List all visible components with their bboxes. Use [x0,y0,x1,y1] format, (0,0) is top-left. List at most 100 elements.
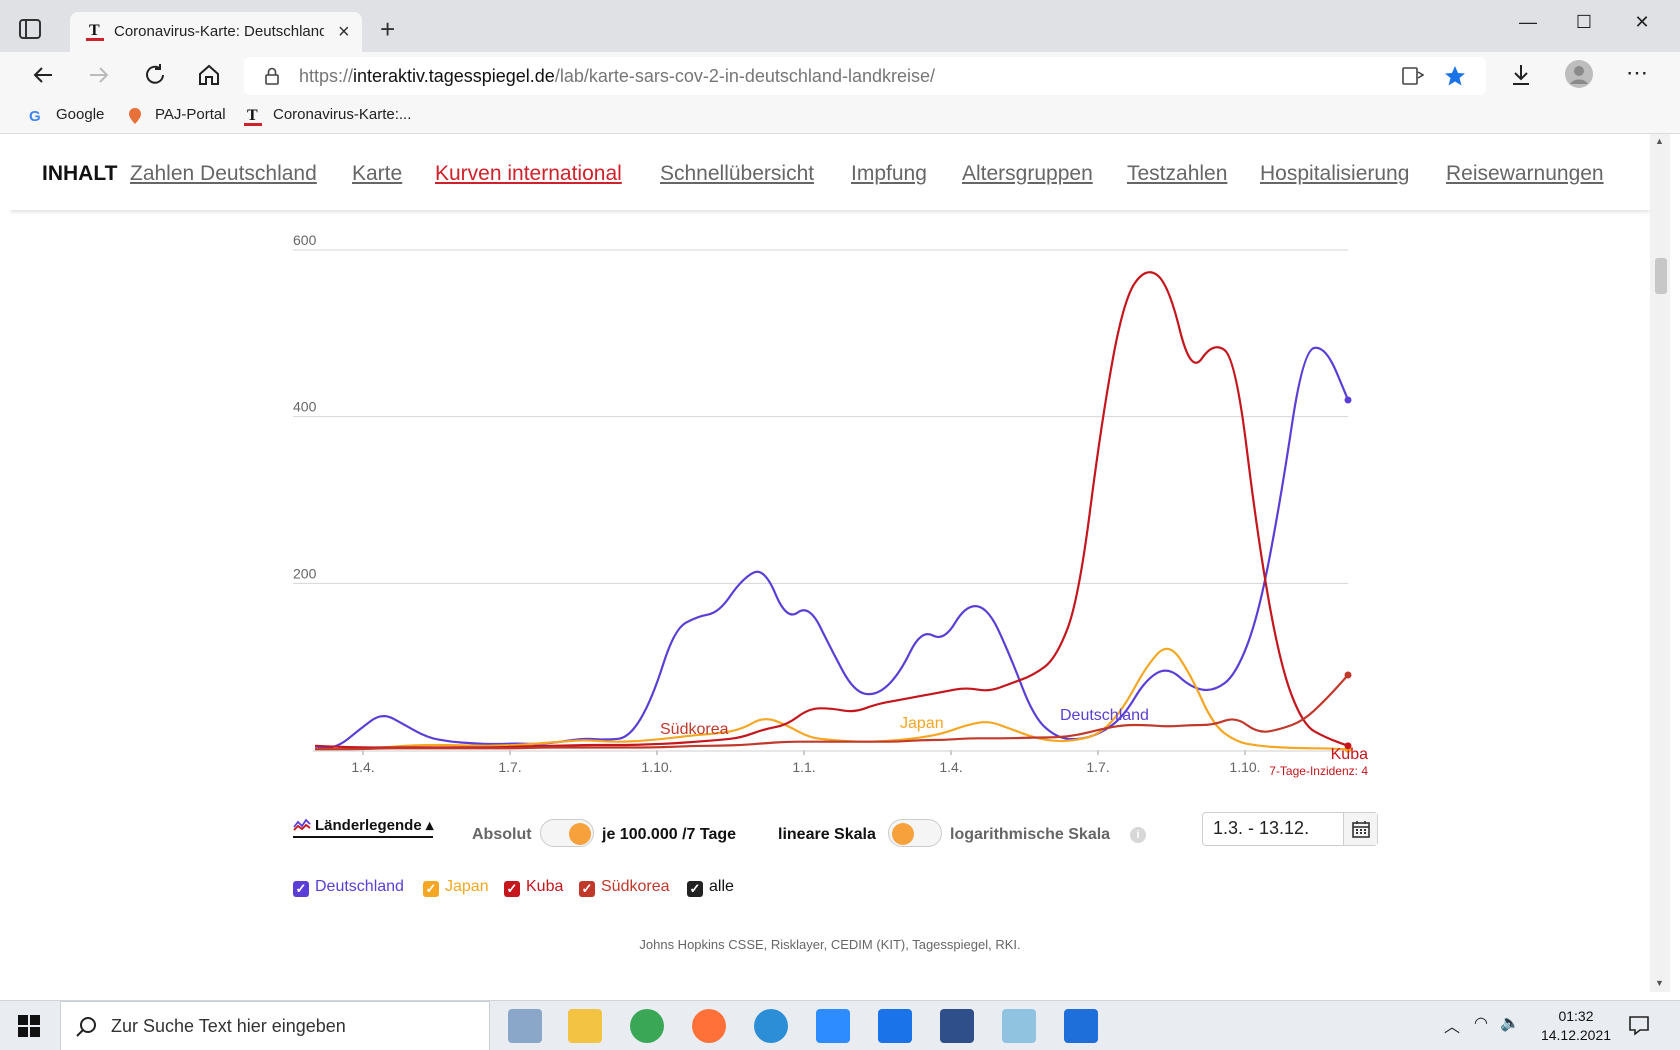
legend-lines-icon [293,818,311,831]
date-range-input[interactable]: 1.3. - 13.12. [1202,812,1378,846]
nav-link-zahlen-deutschland[interactable]: Zahlen Deutschland [130,162,317,185]
paj-portal-icon [129,108,141,124]
series-inline-label: Kuba [1331,746,1368,763]
source-note: Johns Hopkins CSSE, Risklayer, CEDIM (KI… [639,937,1021,952]
bookmarks-bar: G Google PAJ-Portal T Coronavirus-Karte:… [0,98,1680,134]
favorite-star-icon[interactable] [1444,65,1466,87]
url-text[interactable]: https://interaktiv.tagesspiegel.de/lab/k… [299,66,935,86]
forward-icon[interactable] [86,62,112,88]
per-capita-toggle[interactable] [540,819,594,847]
absolute-label: Absolut [472,826,532,843]
volume-icon[interactable]: 🔈 [1500,1015,1520,1032]
wifi-icon[interactable]: ◠ [1474,1015,1488,1032]
document-app-icon[interactable] [1002,1009,1036,1043]
tray-clock[interactable]: 01:32 14.12.2021 [1540,1008,1612,1043]
taskview-app-icon[interactable] [508,1009,542,1043]
google-icon: G [29,108,41,124]
series-line-japan [315,647,1350,751]
content-navigation: INHALT Zahlen Deutschland Karte Kurven i… [10,140,1650,210]
series-line-deutschland [314,346,1350,750]
x-tick-label: 1.1. [792,759,815,775]
search-icon [76,1017,96,1037]
svg-text:T: T [247,107,258,124]
nav-link-testzahlen[interactable]: Testzahlen [1127,162,1228,185]
file-explorer-icon[interactable] [568,1009,602,1043]
close-window-button[interactable]: ✕ [1634,12,1650,32]
profile-avatar-icon[interactable] [1564,59,1594,89]
new-tab-button[interactable]: + [380,14,396,44]
bookmark-google[interactable]: Google [56,106,105,123]
x-tick-label: 1.4. [939,759,962,775]
tagesspiegel-bookmark-icon: T [244,107,262,126]
title-bar: T Coronavirus-Karte: Deutschland × + — ☐… [0,0,1680,52]
nav-link-altersgruppen[interactable]: Altersgruppen [962,162,1093,185]
chrome-icon[interactable] [630,1009,664,1043]
log-scale-label: logarithmische Skala [950,826,1111,843]
y-tick-label: 200 [293,565,317,581]
nav-link-hospitalisierung[interactable]: Hospitalisierung [1260,162,1410,185]
browser-toolbar: https://interaktiv.tagesspiegel.de/lab/k… [0,52,1680,98]
svg-text:T: T [89,22,100,39]
legend-toggle-button[interactable]: Länderlegende ▴ [293,816,434,838]
address-bar[interactable]: https://interaktiv.tagesspiegel.de/lab/k… [244,57,1486,95]
checkbox-suedkorea[interactable]: ✓ Südkorea [579,878,670,897]
linear-scale-label: lineare Skala [778,826,876,843]
photos-icon[interactable] [1064,1009,1098,1043]
tray-chevron-icon[interactable]: ︿ [1444,1019,1461,1036]
reader-view-icon[interactable] [1402,66,1424,86]
scrollbar-thumb[interactable] [1655,258,1667,294]
calendar-icon [1352,821,1370,838]
tab-actions-icon[interactable] [18,18,42,40]
edge-icon[interactable] [754,1009,788,1043]
series-endpoint-deutschland [1344,396,1352,404]
scale-toggle[interactable] [888,819,942,847]
nav-link-impfung[interactable]: Impfung [851,162,927,185]
nav-link-reisewarnungen[interactable]: Reisewarnungen [1446,162,1604,185]
minimize-button[interactable]: — [1519,12,1537,32]
checkbox-deutschland[interactable]: ✓ Deutschland [293,878,404,897]
checkbox-japan[interactable]: ✓ Japan [423,878,489,897]
checkbox-alle[interactable]: ✓ alle [687,878,734,897]
bookmark-paj-portal[interactable]: PAJ-Portal [155,106,226,123]
tab-title: Coronavirus-Karte: Deutschland [114,23,324,40]
taskbar-search-box[interactable]: Zur Suche Text hier eingeben [60,1001,490,1050]
zoom-icon[interactable] [816,1009,850,1043]
firefox-icon[interactable] [692,1009,726,1043]
page-scrollbar[interactable]: ▲ ▼ [1650,134,1670,992]
caret-up-icon: ▴ [425,817,434,834]
checkbox-kuba[interactable]: ✓ Kuba [504,878,563,897]
calendar-button[interactable] [1343,813,1377,845]
back-icon[interactable] [30,62,56,88]
nav-link-karte[interactable]: Karte [352,162,403,185]
more-menu-icon[interactable]: ⋯ [1626,60,1648,85]
video-editor-icon[interactable] [940,1009,974,1043]
series-inline-label: Japan [900,715,944,732]
per-100k-label: je 100.000 /7 Tage [602,826,737,843]
x-tick-label: 1.10. [641,759,672,775]
series-endpoint-kuba [1344,742,1352,750]
notification-icon[interactable] [1628,1014,1650,1036]
close-tab-icon[interactable]: × [338,21,350,43]
reload-icon[interactable] [142,62,168,88]
tagesspiegel-favicon-icon: T [86,22,104,41]
lock-icon[interactable] [264,67,280,85]
nav-link-kurven-international[interactable]: Kurven international [435,162,622,185]
windows-taskbar: Zur Suche Text hier eingeben ︿ ◠ 🔈 01:32… [0,1000,1680,1050]
incidence-note: 7-Tage-Inzidenz: 4 [1269,764,1368,778]
incidence-line-chart: 600 400 200 1.4. 1.7. 1.10. 1.1. 1.4. 1.7. 1.10. S… [293,232,1368,778]
x-tick-label: 1.4. [351,759,374,775]
maximize-button[interactable]: ☐ [1575,12,1593,32]
nav-link-schnelluebersicht[interactable]: Schnellübersicht [660,162,815,185]
bookmark-coronavirus-karte[interactable]: Coronavirus-Karte:... [273,106,412,123]
mail-icon[interactable] [878,1009,912,1043]
series-inline-label: Südkorea [660,721,729,738]
browser-tab[interactable]: T Coronavirus-Karte: Deutschland × [70,12,362,52]
windows-start-icon[interactable] [18,1015,40,1037]
series-inline-label: Deutschland [1060,707,1149,724]
series-endpoint-südkorea [1344,671,1352,679]
home-icon[interactable] [196,62,222,88]
info-icon[interactable]: i [1130,827,1146,843]
y-tick-label: 600 [293,232,317,248]
y-tick-label: 400 [293,399,317,415]
download-icon[interactable] [1508,62,1534,88]
